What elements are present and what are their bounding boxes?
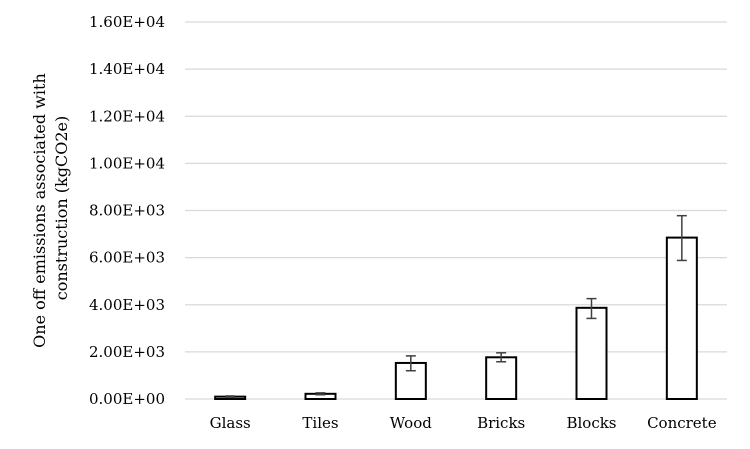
x-tick-label: Tiles: [302, 414, 338, 432]
y-tick-labels: 0.00E+00 2.00E+03 4.00E+03 6.00E+03 8.00E+03…: [89, 13, 165, 408]
bars: [214, 236, 698, 401]
gridlines: [185, 21, 727, 400]
bar: [485, 356, 518, 400]
y-tick-label: 6.00E+03: [89, 249, 165, 267]
y-tick-label: 1.60E+04: [89, 13, 165, 31]
x-tick-label: Bricks: [477, 414, 525, 432]
y-tick-label: 2.00E+03: [89, 343, 165, 361]
bar: [665, 236, 698, 400]
y-axis-title-line-2: construction (kgCO2e): [52, 116, 71, 300]
x-tick-label: Blocks: [566, 414, 616, 432]
y-axis-title: One off emissions associated with constr…: [30, 68, 71, 348]
y-tick-label: 1.20E+04: [89, 107, 165, 125]
x-tick-labels: Glass Tiles Wood Bricks Blocks Concrete: [210, 414, 717, 432]
bar: [575, 306, 608, 400]
y-tick-label: 1.00E+04: [89, 154, 165, 172]
x-tick-label: Concrete: [647, 414, 717, 432]
x-tick-label: Glass: [210, 414, 251, 432]
error-bars: [225, 214, 687, 399]
y-tick-label: 8.00E+03: [89, 202, 165, 220]
x-tick-label: Wood: [390, 414, 432, 432]
y-tick-label: 1.40E+04: [89, 60, 165, 78]
y-tick-label: 0.00E+00: [89, 390, 165, 408]
y-axis-title-line-1: One off emissions associated with: [30, 73, 49, 348]
y-tick-label: 4.00E+03: [89, 296, 165, 314]
